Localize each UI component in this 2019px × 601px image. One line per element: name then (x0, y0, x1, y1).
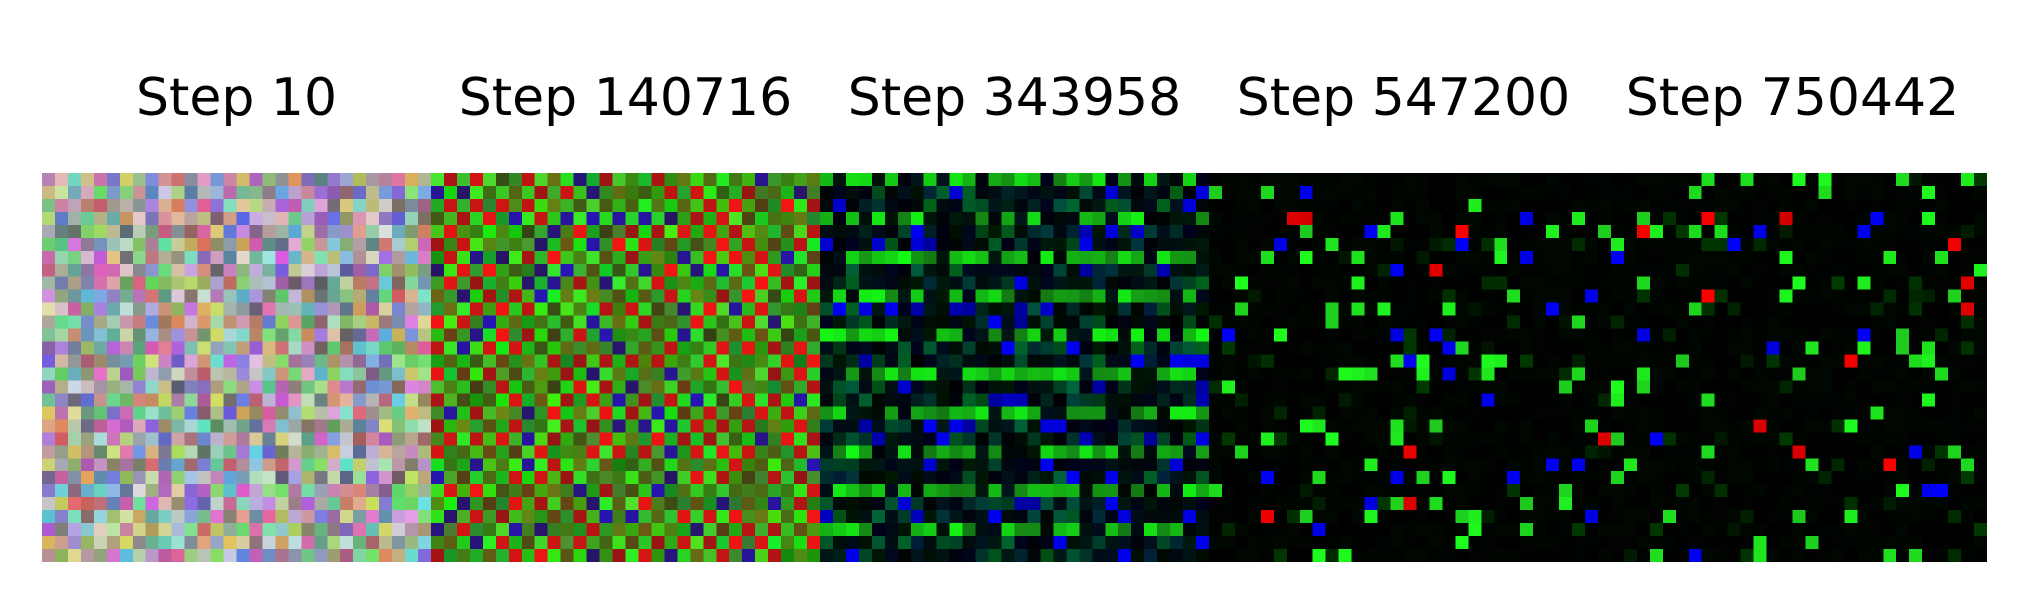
pixel-grid-2 (431, 173, 820, 562)
panel-step-3 (820, 173, 1209, 562)
panel-step-4 (1209, 173, 1598, 562)
pixel-grid-1 (42, 173, 431, 562)
step-label-4: Step 547200 (1236, 68, 1571, 128)
step-label-1: Step 10 (135, 68, 338, 128)
pixel-grid-4 (1209, 173, 1598, 562)
panel-step-2 (431, 173, 820, 562)
pixel-grid-3 (820, 173, 1209, 562)
step-label-5: Step 750442 (1625, 68, 1960, 128)
panel-step-5 (1598, 173, 1987, 562)
panel-step-1 (42, 173, 431, 562)
pixel-grid-5 (1598, 173, 1987, 562)
step-label-3: Step 343958 (847, 68, 1182, 128)
step-label-2: Step 140716 (458, 68, 793, 128)
